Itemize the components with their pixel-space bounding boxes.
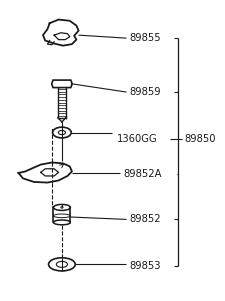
Ellipse shape [61,207,63,208]
Text: 89852A: 89852A [123,169,162,179]
Text: 89859: 89859 [130,87,162,97]
Text: 1360GG: 1360GG [117,134,157,144]
Text: 89850: 89850 [184,134,216,144]
Text: 89855: 89855 [130,33,162,43]
Text: 89852: 89852 [130,214,162,225]
Ellipse shape [58,130,65,135]
Text: 89853: 89853 [130,261,161,271]
Ellipse shape [56,261,68,267]
